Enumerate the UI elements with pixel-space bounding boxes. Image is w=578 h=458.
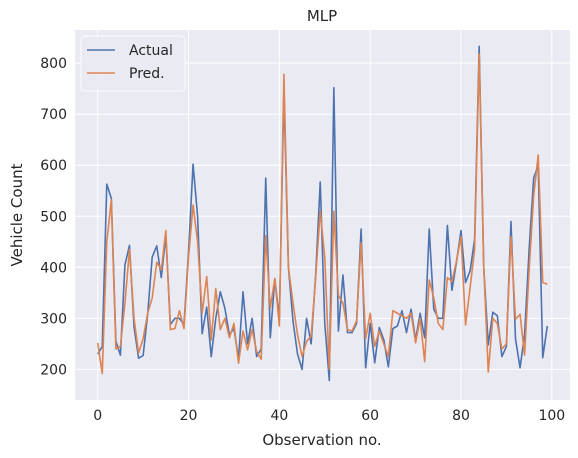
- y-tick-label: 300: [40, 311, 67, 327]
- y-tick-label: 700: [40, 107, 67, 123]
- x-tick-label: 80: [452, 408, 470, 424]
- y-tick-label: 200: [40, 362, 67, 378]
- y-axis-label: Vehicle Count: [8, 163, 26, 266]
- legend-label-actual: Actual: [129, 43, 173, 59]
- y-tick-label: 500: [40, 209, 67, 225]
- x-tick-label: 60: [361, 408, 379, 424]
- grid: [75, 30, 570, 400]
- x-tick-label: 100: [538, 408, 565, 424]
- y-tick-label: 600: [40, 158, 67, 174]
- x-tick-label: 0: [93, 408, 102, 424]
- y-tick-label: 400: [40, 260, 67, 276]
- legend-label-pred: Pred.: [129, 66, 165, 82]
- x-axis-label: Observation no.: [262, 431, 381, 449]
- series-layer: [96, 45, 549, 382]
- y-tick-label: 800: [40, 56, 67, 72]
- series-line-actual: [97, 45, 549, 382]
- chart-title: MLP: [307, 7, 337, 25]
- x-tick-label: 40: [270, 408, 288, 424]
- x-axis-ticks: 0 20 40 60 80 100: [93, 408, 565, 424]
- legend: Actual Pred.: [80, 35, 186, 92]
- y-axis-ticks: 200 300 400 500 600 700 800: [40, 56, 67, 378]
- x-tick-label: 20: [180, 408, 198, 424]
- series-line-pred: [96, 53, 548, 375]
